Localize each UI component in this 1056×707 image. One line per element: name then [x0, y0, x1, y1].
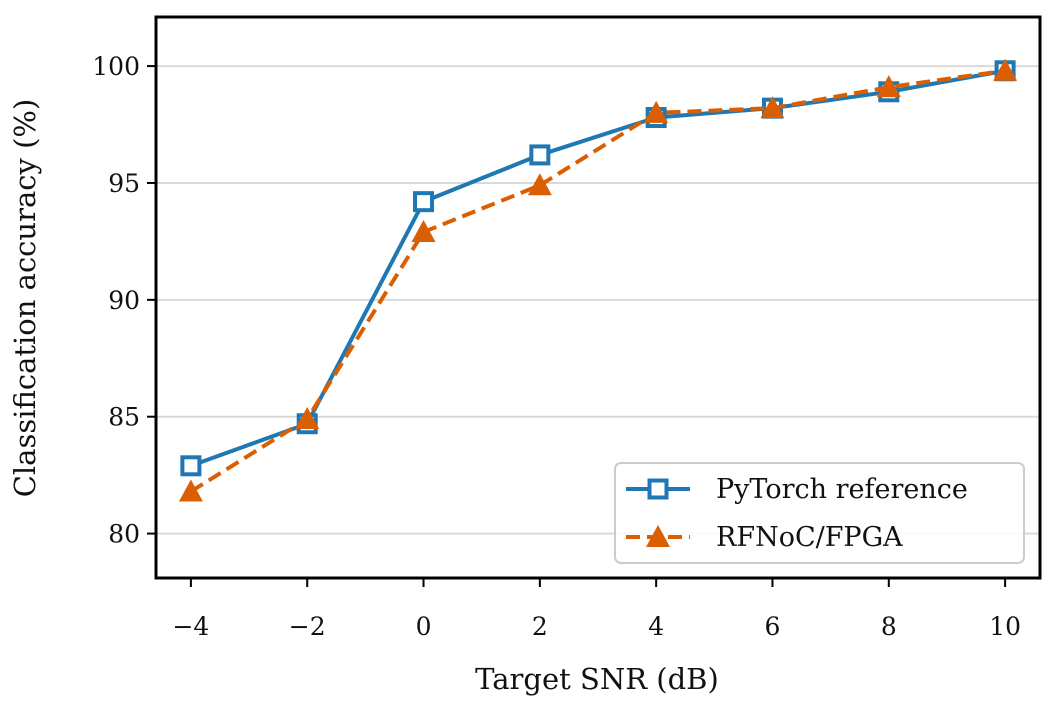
legend-entry-pytorch: [626, 478, 690, 500]
data-point: [644, 100, 669, 123]
legend-marker: [647, 478, 669, 500]
series-line: [189, 68, 1006, 494]
y-tick-label: 95: [108, 169, 140, 198]
data-point: [180, 455, 202, 477]
data-point: [413, 191, 435, 213]
y-tick-label: 90: [108, 286, 140, 315]
legend-marker: [646, 525, 670, 547]
data-point: [411, 220, 436, 243]
y-tick-label: 80: [108, 520, 140, 549]
legend-label-pytorch: PyTorch reference: [716, 474, 968, 505]
legend-label-rfnoc: RFNoC/FPGA: [716, 522, 903, 553]
series-layer: [178, 58, 1018, 502]
data-point: [760, 96, 785, 119]
x-tick-label: 6: [765, 612, 781, 641]
data-point: [527, 173, 552, 196]
x-tick-label: 10: [989, 612, 1021, 641]
legend-entry-rfnoc: [626, 525, 690, 547]
x-tick-label: 8: [881, 612, 897, 641]
data-point: [876, 75, 901, 98]
plot-frame: [154, 15, 1042, 580]
y-axis-label: Classification accuracy (%): [8, 99, 42, 498]
legend-box: [614, 462, 1025, 564]
x-tick-label: −4: [172, 612, 209, 641]
x-axis-label: Target SNR (dB): [475, 662, 719, 696]
x-tick-label: 2: [532, 612, 548, 641]
x-tick-label: −2: [289, 612, 326, 641]
x-tick-label: 4: [648, 612, 664, 641]
data-point: [529, 144, 551, 166]
y-axis: 80 85 90 95 100: [92, 52, 156, 549]
legend: PyTorch reference RFNoC/FPGA: [614, 462, 1025, 564]
y-tick-label: 100: [92, 52, 140, 81]
data-point: [178, 479, 203, 502]
x-tick-label: 0: [416, 612, 432, 641]
data-point: [993, 58, 1018, 81]
series-rfnoc-fpga: [178, 58, 1018, 502]
data-point: [295, 407, 320, 430]
y-tick-label: 85: [108, 403, 140, 432]
x-axis: −4 −2 0 2 4 6 8 10: [172, 578, 1021, 641]
